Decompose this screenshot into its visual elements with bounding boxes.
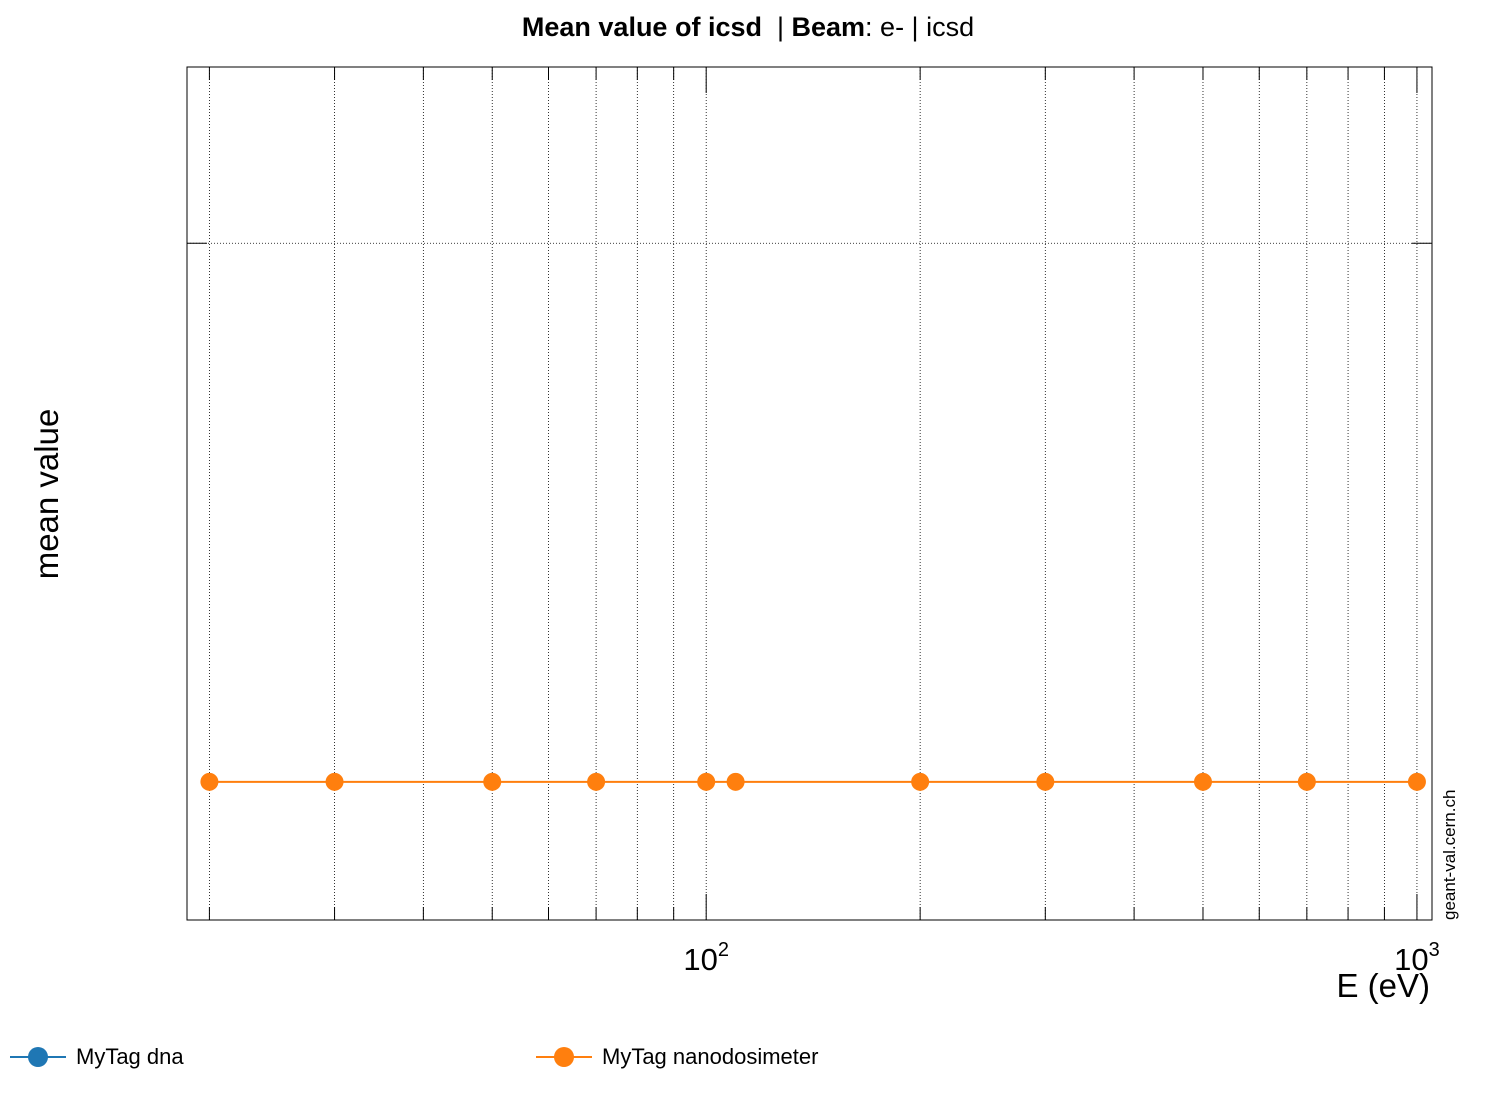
title-part: | [762,12,792,42]
data-point [1036,772,1055,791]
series [200,772,1426,791]
watermark: geant-val.cern.ch [1440,790,1459,920]
data-point [483,772,502,791]
legend-label-dna: MyTag dna [76,1044,184,1069]
legend-swatch-dna [10,1047,66,1067]
plot-frame [186,66,1433,921]
title-part: : e- | icsd [865,12,974,42]
title-part: Beam [792,12,866,42]
title-part: Mean value of icsd [522,12,762,42]
data-point [1297,772,1316,791]
data-point [200,772,219,791]
data-point [587,772,606,791]
y-axis-label: mean value [28,409,65,580]
chart-title: Mean value of icsd | Beam: e- | icsd [522,12,974,42]
data-point [697,772,716,791]
legend-swatch-nanodosimeter [536,1047,592,1067]
data-point [911,772,930,791]
data-point [726,772,745,791]
axis-ticks [187,67,1432,920]
x-tick-label: 103 [1394,939,1440,977]
legend-item-nanodosimeter: MyTag nanodosimeter [536,1040,818,1074]
legend-item-dna: MyTag dna [10,1040,184,1074]
legend-label-nanodosimeter: MyTag nanodosimeter [602,1044,819,1069]
data-point [1193,772,1212,791]
x-axis-label: E (eV) [1336,967,1430,1004]
x-tick-label: 102 [683,939,729,977]
x-tick-labels: 102 103 [683,939,1439,977]
data-point [325,772,344,791]
grid [187,67,1432,920]
data-point [1407,772,1426,791]
